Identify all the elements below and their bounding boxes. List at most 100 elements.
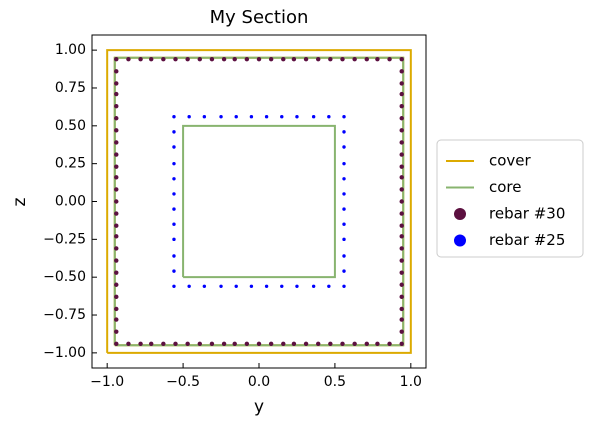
rebar [342,254,346,258]
rebar [342,161,346,166]
rebar [375,341,380,346]
rebar [311,284,316,288]
legend-label: core [489,178,522,196]
rebar [342,192,346,196]
rebar [114,103,119,109]
legend-label: rebar #25 [489,231,565,249]
rebar [221,57,227,62]
rebar [244,57,250,62]
rebar [352,341,357,346]
rebar [138,57,143,62]
rebar [114,91,119,97]
rebar [172,177,176,181]
x-tick-label: −0.5 [166,374,200,390]
y-tick-label: 0.75 [55,80,86,96]
rebar [234,115,238,119]
rebar [256,57,262,62]
rebar [114,140,119,145]
rebar [328,57,333,62]
rebar [172,130,176,134]
rebar [202,284,207,288]
rebar [172,237,176,242]
rebar [172,207,176,211]
rebar [161,341,166,346]
rebar [399,294,404,300]
rebar [399,306,404,312]
rebar [342,145,346,149]
rebar [149,341,154,346]
rebar [399,223,404,228]
rebar [232,341,237,346]
rebar [316,57,321,62]
rebar [399,317,404,322]
rebar [172,115,176,119]
rebar [172,145,176,149]
rebar [399,187,404,192]
rebar [114,282,119,287]
rebar [387,57,392,62]
rebar [114,199,119,204]
rebar [399,116,404,121]
rebar [399,81,404,86]
rebar [399,69,404,74]
rebar [327,284,331,288]
y-tick-label: −0.75 [43,307,86,323]
rebar [197,57,202,62]
chart-title: My Section [210,7,309,28]
rebar [114,69,119,74]
section-outline [113,56,405,347]
rebar [114,57,119,62]
y-tick-label: 1.00 [55,42,86,58]
rebar [114,317,119,322]
legend-label: cover [489,152,532,170]
rebar [185,57,190,62]
rebar [173,341,178,346]
rebar [249,284,254,288]
rebar [126,341,131,346]
rebar [280,115,284,119]
rebar [342,177,346,181]
rebar [328,341,333,346]
rebar [219,284,223,288]
rebar [138,341,143,346]
y-axis-label: z [10,197,30,206]
rebar [399,258,404,263]
y-tick-label: −0.25 [43,231,86,247]
rebar [295,115,299,119]
rebar [234,284,238,288]
rebar [281,341,286,346]
x-tick-label: −1.0 [90,374,124,390]
rebar [232,57,237,62]
rebar [399,234,404,239]
rebar [114,306,119,312]
rebar [342,207,346,211]
rebar [221,341,227,346]
rebar [172,192,176,196]
rebar [114,211,119,216]
rebar [280,284,284,288]
legend-swatch [454,234,466,247]
y-tick-label: −1.00 [43,345,86,361]
x-tick-label: 0.5 [324,374,346,390]
rebar [352,57,357,62]
rebar [364,341,369,346]
rebar [342,237,346,242]
rebar [291,341,297,346]
rebar [126,57,131,62]
y-tick-label: 0.50 [55,118,86,134]
y-tick-label: 0.00 [55,194,86,210]
rebar [114,234,119,239]
rebar [342,130,346,134]
rebar [399,329,404,334]
rebar [399,282,404,287]
rebar [114,246,119,251]
rebar [399,270,404,275]
legend-label: rebar #30 [489,205,565,223]
rebar [399,57,404,62]
rebar [114,164,119,169]
rebar [399,341,404,346]
rebar [316,341,321,346]
x-tick-label: 1.0 [400,374,422,390]
rebar [303,341,309,346]
rebar [399,246,404,251]
